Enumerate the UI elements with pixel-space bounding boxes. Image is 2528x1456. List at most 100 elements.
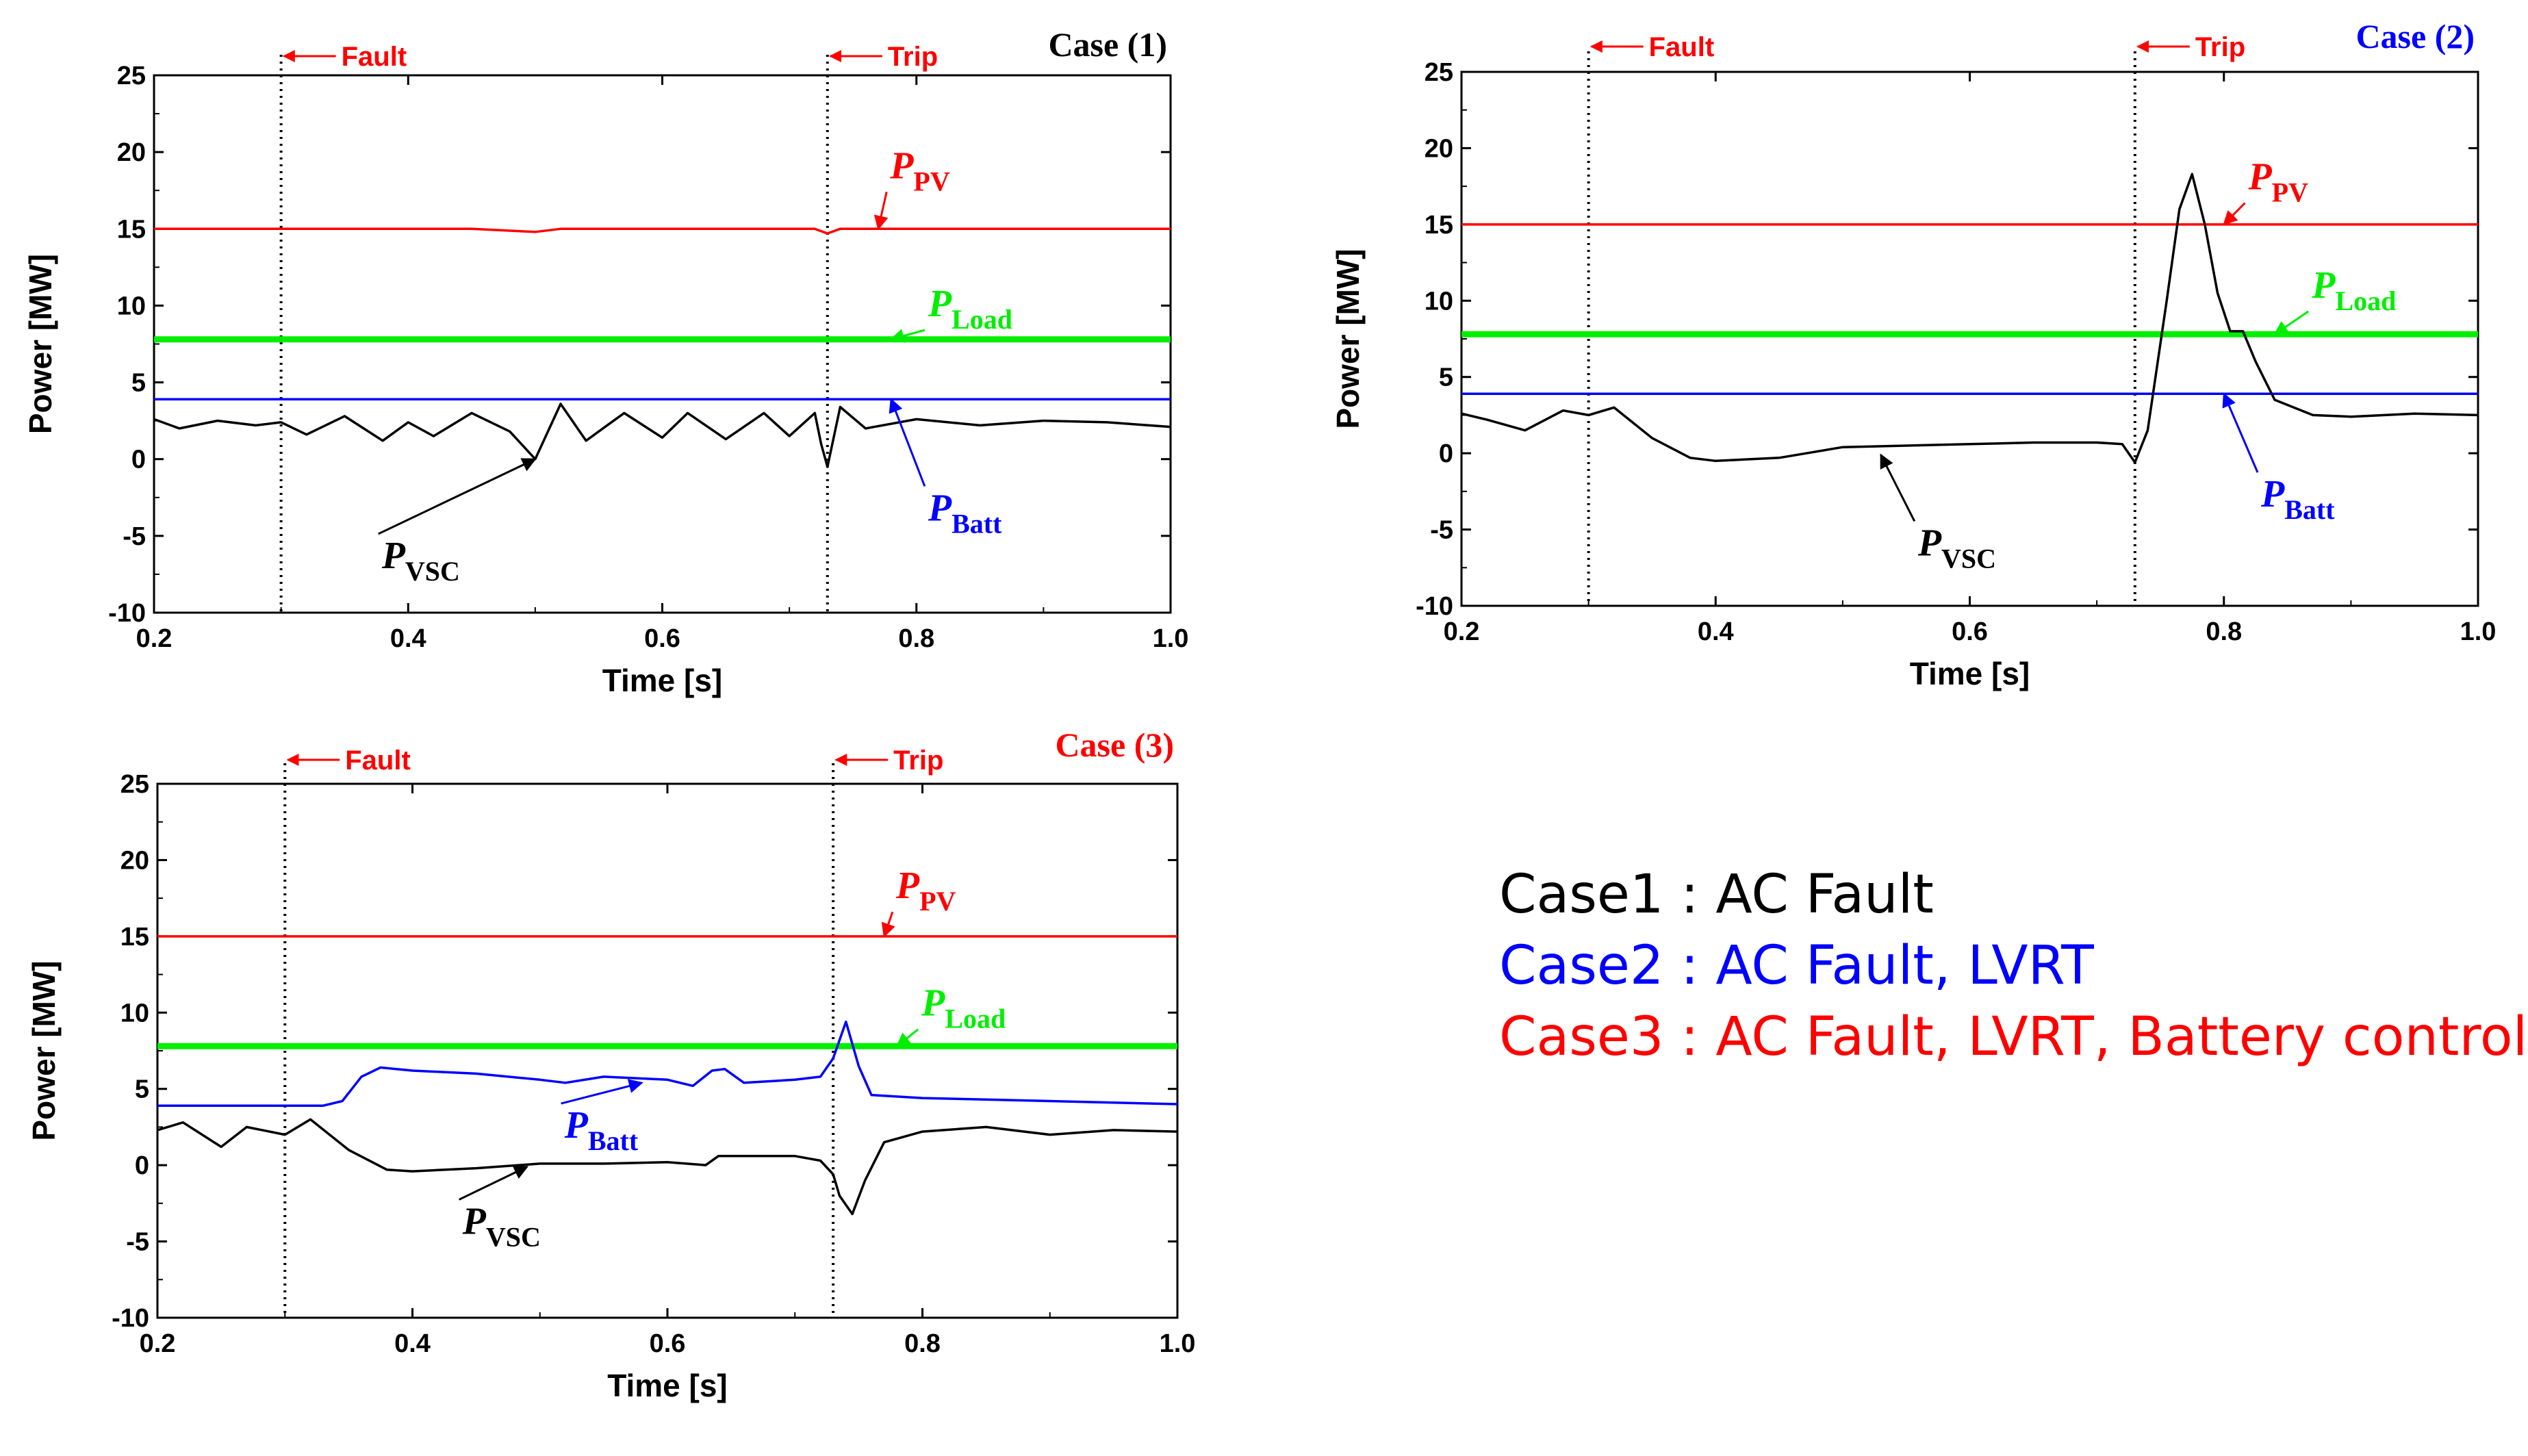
c1-xtick-label: 0.6 (644, 624, 680, 653)
c2-annotation-label-batt: PBatt (2260, 473, 2335, 525)
c2-xtick-label: 0.6 (1952, 617, 1988, 646)
c1-ytick-label: 20 (117, 138, 146, 167)
c1-annotation-sub-pv: PV (913, 166, 949, 196)
chart-case-2: -10 -5 0 5 10 15 20 25 0.2 0.4 0.6 0.8 1.0 Time [s] Po… (1330, 17, 2497, 691)
c3-annotation-main-vsc: P (462, 1200, 487, 1242)
c2-annotation-sub-vsc: VSC (1941, 543, 1996, 574)
c2-annotation-main-batt: P (2260, 473, 2285, 515)
c3-xtick-label: 1.0 (1160, 1329, 1196, 1358)
legend-line-case3: Case3 : AC Fault, LVRT, Battery control (1499, 1006, 2528, 1068)
c3-annotation-arrow-pv (881, 911, 895, 938)
c1-xtick-label: 1.0 (1153, 624, 1189, 653)
c3-annotation-sub-batt: Batt (588, 1125, 639, 1156)
c2-annotation-sub-pv: PV (2272, 177, 2308, 208)
c3-annotation-main-pv: P (895, 865, 920, 907)
c3-plot-frame (156, 782, 1179, 1319)
c1-ytick-label: 0 (131, 446, 146, 474)
case-legend: Case1 : AC Fault Case2 : AC Fault, LVRT … (1499, 859, 2527, 1073)
c3-annotation-arrow-batt (561, 1079, 643, 1105)
c1-annotation-label-vsc: PVSC (381, 535, 460, 587)
c1-annotation-sub-batt: Batt (952, 508, 1002, 539)
c3-ytick-label: 0 (135, 1151, 149, 1180)
c3-annotation-label-pv: PPV (895, 865, 956, 917)
c1-annotation-arrow-vsc (378, 458, 537, 535)
c3-annotation-label-batt: PBatt (564, 1104, 639, 1156)
c3-ytick-label: 25 (120, 770, 149, 799)
c2-annotation-arrow-batt (2222, 392, 2259, 473)
c2-annotation-arrow-load (2273, 310, 2310, 335)
c1-x-axis-label: Time [s] (602, 663, 723, 698)
legend-line-case1: Case1 : AC Fault (1499, 864, 1934, 925)
c3-ytick-label: -5 (126, 1228, 149, 1257)
c1-ytick-label: 15 (117, 215, 146, 244)
c3-annotation-sub-pv: PV (919, 886, 956, 917)
c3-xtick-label: 0.6 (650, 1329, 686, 1358)
c3-series-vsc (157, 1118, 1178, 1216)
legend-line-case2: Case2 : AC Fault, LVRT (1499, 935, 2094, 997)
c2-ytick-label: 10 (1425, 287, 1453, 316)
c1-annotation-label-load: PLoad (928, 283, 1012, 335)
c1-y-axis-label: Power [MW] (23, 254, 58, 434)
c1-annotation-arrow-load (889, 329, 925, 343)
c2-annotation-main-load: P (2311, 264, 2336, 307)
c3-ytick-label: 15 (120, 923, 149, 951)
c1-ytick-label: 25 (117, 62, 146, 90)
c3-annotation-arrow-load (895, 1028, 919, 1047)
c3-annotation-main-load: P (921, 982, 945, 1025)
c2-annotation-arrow-vsc (1880, 453, 1916, 522)
c2-series-vsc (1461, 173, 2479, 464)
c2-ytick-label: -5 (1430, 516, 1453, 545)
c3-ytick-label: 10 (120, 999, 149, 1027)
c2-ytick-label: 20 (1425, 134, 1453, 163)
c1-annotation-main-batt: P (928, 487, 952, 529)
c2-xtick-label: 0.2 (1444, 617, 1480, 646)
c2-x-axis-label: Time [s] (1910, 656, 2030, 691)
c1-ytick-label: 10 (117, 292, 146, 320)
c1-series-vsc (153, 403, 1171, 468)
c2-xtick-label: 1.0 (2460, 617, 2497, 646)
c2-trip-label: Trip (2195, 32, 2245, 62)
c1-ytick-label: -10 (108, 599, 146, 628)
c1-annotation-main-pv: P (889, 144, 914, 187)
c3-xtick-label: 0.4 (394, 1329, 431, 1358)
c1-annotation-main-load: P (928, 283, 952, 325)
c3-y-axis-label: Power [MW] (26, 960, 62, 1140)
c1-annotation-label-batt: PBatt (928, 487, 1002, 539)
c1-xtick-label: 0.2 (136, 624, 173, 653)
chart-case-3: -10 -5 0 5 10 15 20 25 0.2 0.4 0.6 0.8 1.0 Time [s] Po… (26, 726, 1196, 1403)
c3-ytick-label: -10 (112, 1304, 149, 1333)
c1-series-pv (154, 227, 1171, 235)
c3-ytick-label: 5 (135, 1075, 149, 1104)
c3-xtick-label: 0.8 (904, 1329, 941, 1358)
c3-x-axis-label: Time [s] (607, 1368, 728, 1403)
c3-case-title: Case (3) (1055, 726, 1174, 764)
c2-annotation-sub-load: Load (2335, 285, 2396, 316)
c2-ytick-label: -10 (1416, 592, 1453, 621)
c2-y-axis-label: Power [MW] (1330, 248, 1366, 429)
c1-annotation-arrow-batt (889, 398, 926, 487)
c2-annotation-label-pv: PPV (2247, 156, 2308, 208)
c2-ytick-label: 0 (1439, 439, 1453, 468)
c2-ytick-label: 15 (1425, 211, 1453, 240)
c1-xtick-label: 0.4 (390, 624, 426, 653)
c1-ytick-label: -5 (123, 522, 146, 551)
c1-annotation-label-pv: PPV (889, 144, 950, 196)
c1-trip-label: Trip (888, 42, 938, 72)
c3-annotation-label-vsc: PVSC (462, 1200, 541, 1252)
c2-ytick-label: 5 (1439, 363, 1453, 392)
chart-case-1: -10 -5 0 5 10 15 20 25 0.2 0.4 0.6 0.8 1.0 Time [s] Po… (23, 25, 1189, 698)
c2-annotation-label-vsc: PVSC (1917, 522, 1996, 574)
c2-annotation-sub-batt: Batt (2284, 494, 2335, 525)
c1-xtick-label: 0.8 (898, 624, 934, 653)
c3-ytick-label: 20 (120, 846, 149, 875)
c2-annotation-label-load: PLoad (2311, 264, 2396, 316)
c1-plot-frame (153, 74, 1172, 614)
c2-annotation-arrow-pv (2223, 202, 2246, 226)
c3-trip-label: Trip (893, 745, 943, 776)
c1-case-title: Case (1) (1048, 25, 1167, 64)
c2-annotation-main-pv: P (2247, 156, 2272, 199)
c1-annotation-sub-load: Load (952, 304, 1012, 335)
c1-ytick-label: 5 (131, 369, 146, 398)
c3-annotation-label-load: PLoad (921, 982, 1006, 1034)
c1-annotation-main-vsc: P (381, 535, 406, 577)
